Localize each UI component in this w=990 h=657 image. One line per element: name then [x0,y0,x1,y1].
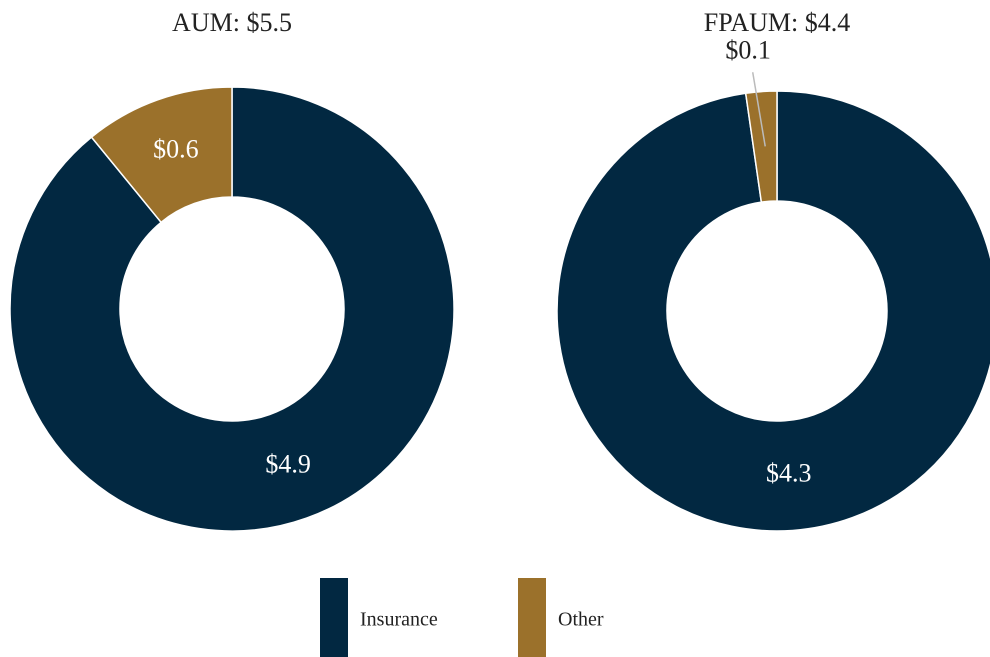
data-label: $0.1 [725,36,771,65]
chart-title: AUM: $5.5 [172,8,292,37]
legend-swatch [320,578,348,657]
data-label: $0.6 [153,135,199,164]
chart-title: FPAUM: $4.4 [704,8,850,37]
legend-swatch [518,578,546,657]
donut-slice [90,86,233,224]
legend-label: Insurance [360,609,438,631]
donut-slice [9,86,455,532]
leader-line [751,72,766,147]
legend-label: Other [558,609,604,631]
data-label: $4.3 [766,459,812,488]
data-label: $4.9 [265,449,311,478]
donut-slice [556,90,990,532]
